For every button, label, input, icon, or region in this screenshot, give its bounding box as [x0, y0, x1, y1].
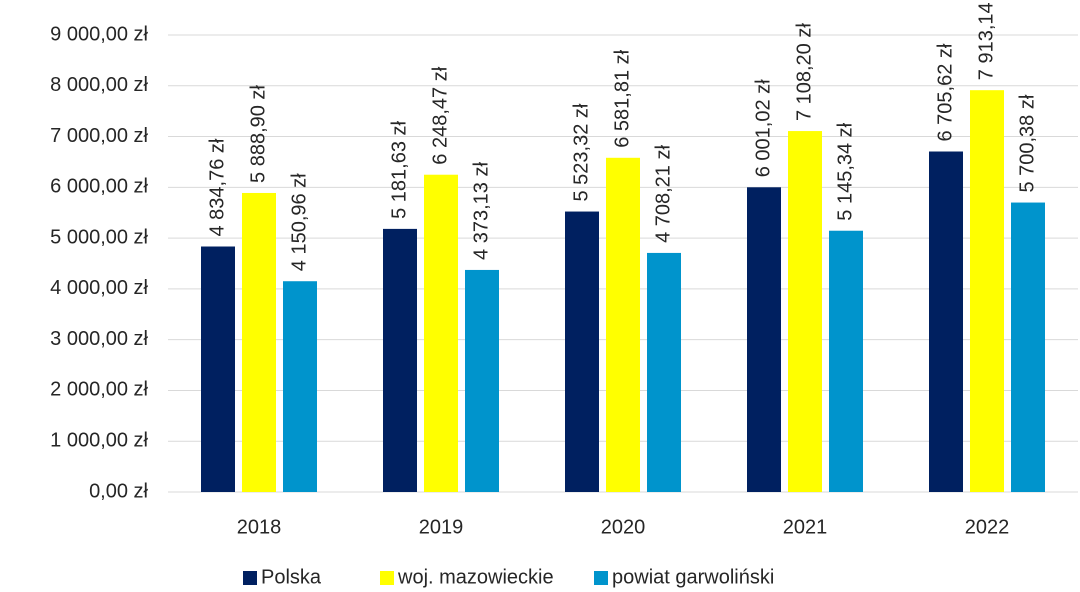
bar — [788, 131, 822, 492]
data-label: 6 248,47 zł — [429, 66, 451, 164]
bar — [383, 228, 417, 492]
bar — [970, 90, 1004, 492]
legend-label: woj. mazowieckie — [397, 566, 554, 588]
data-label: 5 700,38 zł — [1016, 94, 1038, 192]
legend-swatch — [380, 571, 394, 585]
bar — [929, 151, 963, 492]
y-tick-label: 6 000,00 zł — [50, 176, 148, 198]
data-label: 4 150,96 zł — [288, 173, 310, 271]
data-label: 6 705,62 zł — [934, 43, 956, 141]
data-label: 4 834,76 zł — [206, 138, 228, 236]
data-label: 7 913,14 zł — [975, 0, 997, 80]
y-tick-label: 4 000,00 zł — [50, 277, 148, 299]
bar — [201, 246, 235, 492]
bar — [647, 252, 681, 492]
y-tick-label: 1 000,00 zł — [50, 430, 148, 452]
data-label: 6 001,02 zł — [752, 79, 774, 177]
y-tick-label: 5 000,00 zł — [50, 226, 148, 248]
x-tick-label: 2018 — [237, 516, 282, 538]
y-tick-label: 8 000,00 zł — [50, 74, 148, 96]
x-tick-label: 2021 — [783, 516, 828, 538]
x-tick-label: 2019 — [419, 516, 464, 538]
data-label: 7 108,20 zł — [793, 23, 815, 121]
legend-label: Polska — [261, 566, 322, 588]
data-label: 4 373,13 zł — [470, 162, 492, 260]
bar — [1011, 202, 1045, 493]
data-label: 4 708,21 zł — [652, 145, 674, 243]
y-tick-label: 0,00 zł — [89, 480, 148, 502]
data-label: 5 181,63 zł — [388, 120, 410, 218]
data-label: 5 888,90 zł — [247, 85, 269, 183]
legend-swatch — [243, 571, 257, 585]
bar — [242, 192, 276, 493]
bar — [424, 174, 458, 492]
x-tick-label: 2020 — [601, 516, 646, 538]
y-tick-label: 3 000,00 zł — [50, 328, 148, 350]
data-label: 5 145,34 zł — [834, 122, 856, 220]
data-label: 6 581,81 zł — [611, 49, 633, 147]
x-tick-label: 2022 — [965, 516, 1010, 538]
bar — [829, 230, 863, 492]
legend-swatch — [594, 571, 608, 585]
y-tick-label: 2 000,00 zł — [50, 379, 148, 401]
y-tick-label: 7 000,00 zł — [50, 125, 148, 147]
bar — [283, 281, 317, 492]
legend-label: powiat garwoliński — [612, 566, 774, 588]
bar — [565, 211, 599, 492]
bar — [606, 157, 640, 492]
bar — [465, 269, 499, 492]
y-tick-label: 9 000,00 zł — [50, 23, 148, 45]
bar — [747, 187, 781, 492]
data-label: 5 523,32 zł — [570, 103, 592, 201]
